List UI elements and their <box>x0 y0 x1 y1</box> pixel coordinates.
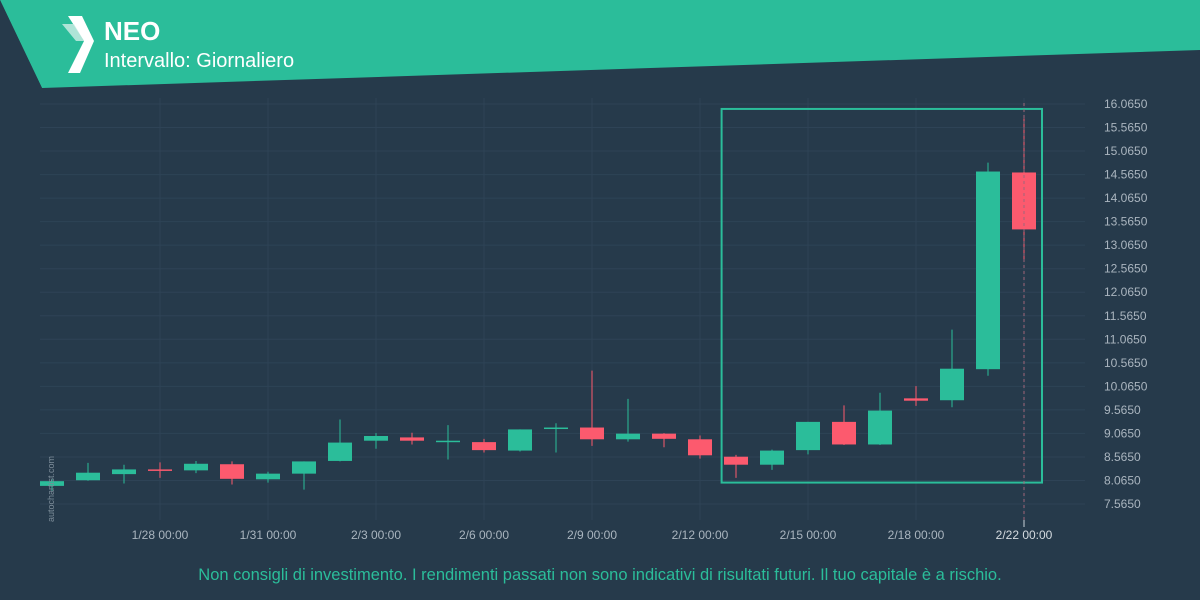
candle <box>292 461 316 490</box>
x-tick-label: 2/18 00:00 <box>888 528 945 542</box>
candle <box>580 370 604 446</box>
watermark: autochartist.com <box>46 455 56 522</box>
y-tick-label: 8.0650 <box>1104 473 1141 487</box>
candle <box>472 438 496 453</box>
candle <box>76 462 100 481</box>
chart-grid <box>40 98 1085 520</box>
x-tick-label: 2/12 00:00 <box>672 528 729 542</box>
candle <box>184 460 208 474</box>
interval-label: Intervallo: Giornaliero <box>104 50 295 72</box>
candle-body <box>544 427 568 430</box>
pattern-box <box>720 107 1043 484</box>
candle-body <box>940 368 964 401</box>
time-axis: 1/28 00:00 1/31 00:00 2/3 00:00 2/6 00:00 2/… <box>132 103 1053 542</box>
y-tick-label: 13.0650 <box>1104 238 1148 252</box>
y-tick-label: 15.5650 <box>1104 121 1148 135</box>
candle-body <box>796 421 820 451</box>
candle <box>760 449 784 470</box>
x-tick-label: 2/9 00:00 <box>567 528 617 542</box>
candle <box>400 432 424 445</box>
x-tick-label: 1/31 00:00 <box>240 528 297 542</box>
candle <box>832 405 856 445</box>
candle-body <box>616 433 640 440</box>
candle-body <box>436 440 460 443</box>
y-tick-label: 15.0650 <box>1104 144 1148 158</box>
candle <box>364 433 388 449</box>
y-tick-label: 7.5650 <box>1104 497 1141 511</box>
candle-body <box>256 473 280 480</box>
candle <box>508 429 532 452</box>
candle <box>220 461 244 485</box>
candle-body <box>40 481 64 486</box>
y-tick-label: 14.0650 <box>1104 191 1148 205</box>
y-tick-label: 13.5650 <box>1104 215 1148 229</box>
candle-body <box>148 469 172 471</box>
candle <box>436 425 460 460</box>
y-tick-label: 8.5650 <box>1104 450 1141 464</box>
candle <box>256 471 280 483</box>
header-banner <box>0 0 1200 88</box>
candle <box>652 433 676 448</box>
candle-body <box>976 171 1000 370</box>
candles <box>40 118 1036 491</box>
pattern-rectangle <box>720 107 1043 484</box>
candle <box>940 329 964 408</box>
y-tick-label: 16.0650 <box>1104 97 1148 111</box>
candle <box>148 462 172 478</box>
candle-body <box>292 461 316 474</box>
candle-body <box>472 442 496 451</box>
x-tick-label: 2/22 00:00 <box>996 528 1053 542</box>
y-tick-label: 12.0650 <box>1104 285 1148 299</box>
candle <box>868 392 892 445</box>
y-tick-label: 10.0650 <box>1104 379 1148 393</box>
candle-body <box>184 463 208 471</box>
candle-body <box>580 427 604 440</box>
chart-title: NEO <box>104 16 161 46</box>
candle-body <box>724 456 748 465</box>
x-tick-label: 2/15 00:00 <box>780 528 837 542</box>
candle-body <box>220 464 244 479</box>
y-tick-label: 10.5650 <box>1104 356 1148 370</box>
y-tick-label: 14.5650 <box>1104 168 1148 182</box>
x-tick-label: 1/28 00:00 <box>132 528 189 542</box>
candle-body <box>112 469 136 475</box>
candle-body <box>508 429 532 451</box>
candle <box>616 398 640 442</box>
candle <box>688 435 712 459</box>
y-tick-label: 12.5650 <box>1104 262 1148 276</box>
candle <box>328 419 352 462</box>
candle <box>976 162 1000 376</box>
price-axis: 16.0650 15.5650 15.0650 14.5650 14.0650 13.56… <box>1104 97 1148 511</box>
candle <box>544 423 568 453</box>
candle-body <box>868 410 892 445</box>
y-tick-label: 9.5650 <box>1104 403 1141 417</box>
candle-body <box>904 398 928 401</box>
candle-body <box>760 450 784 465</box>
candle-body <box>688 439 712 456</box>
x-tick-label: 2/3 00:00 <box>351 528 401 542</box>
candle-body <box>400 437 424 441</box>
candle-body <box>76 472 100 481</box>
y-tick-label: 11.5650 <box>1104 309 1147 323</box>
candle-body <box>328 442 352 461</box>
candle <box>724 454 748 478</box>
candle <box>112 464 136 484</box>
candle <box>40 478 64 491</box>
y-tick-label: 9.0650 <box>1104 426 1141 440</box>
y-tick-label: 11.0650 <box>1104 332 1147 346</box>
candle-body <box>652 433 676 439</box>
candle <box>904 386 928 406</box>
logo-icon <box>62 16 94 73</box>
disclaimer-text: Non consigli di investimento. I rendimen… <box>198 566 1002 584</box>
candle-body <box>832 421 856 445</box>
x-tick-label: 2/6 00:00 <box>459 528 509 542</box>
header-notch <box>0 0 42 88</box>
candle-body <box>364 436 388 441</box>
candle <box>796 421 820 455</box>
